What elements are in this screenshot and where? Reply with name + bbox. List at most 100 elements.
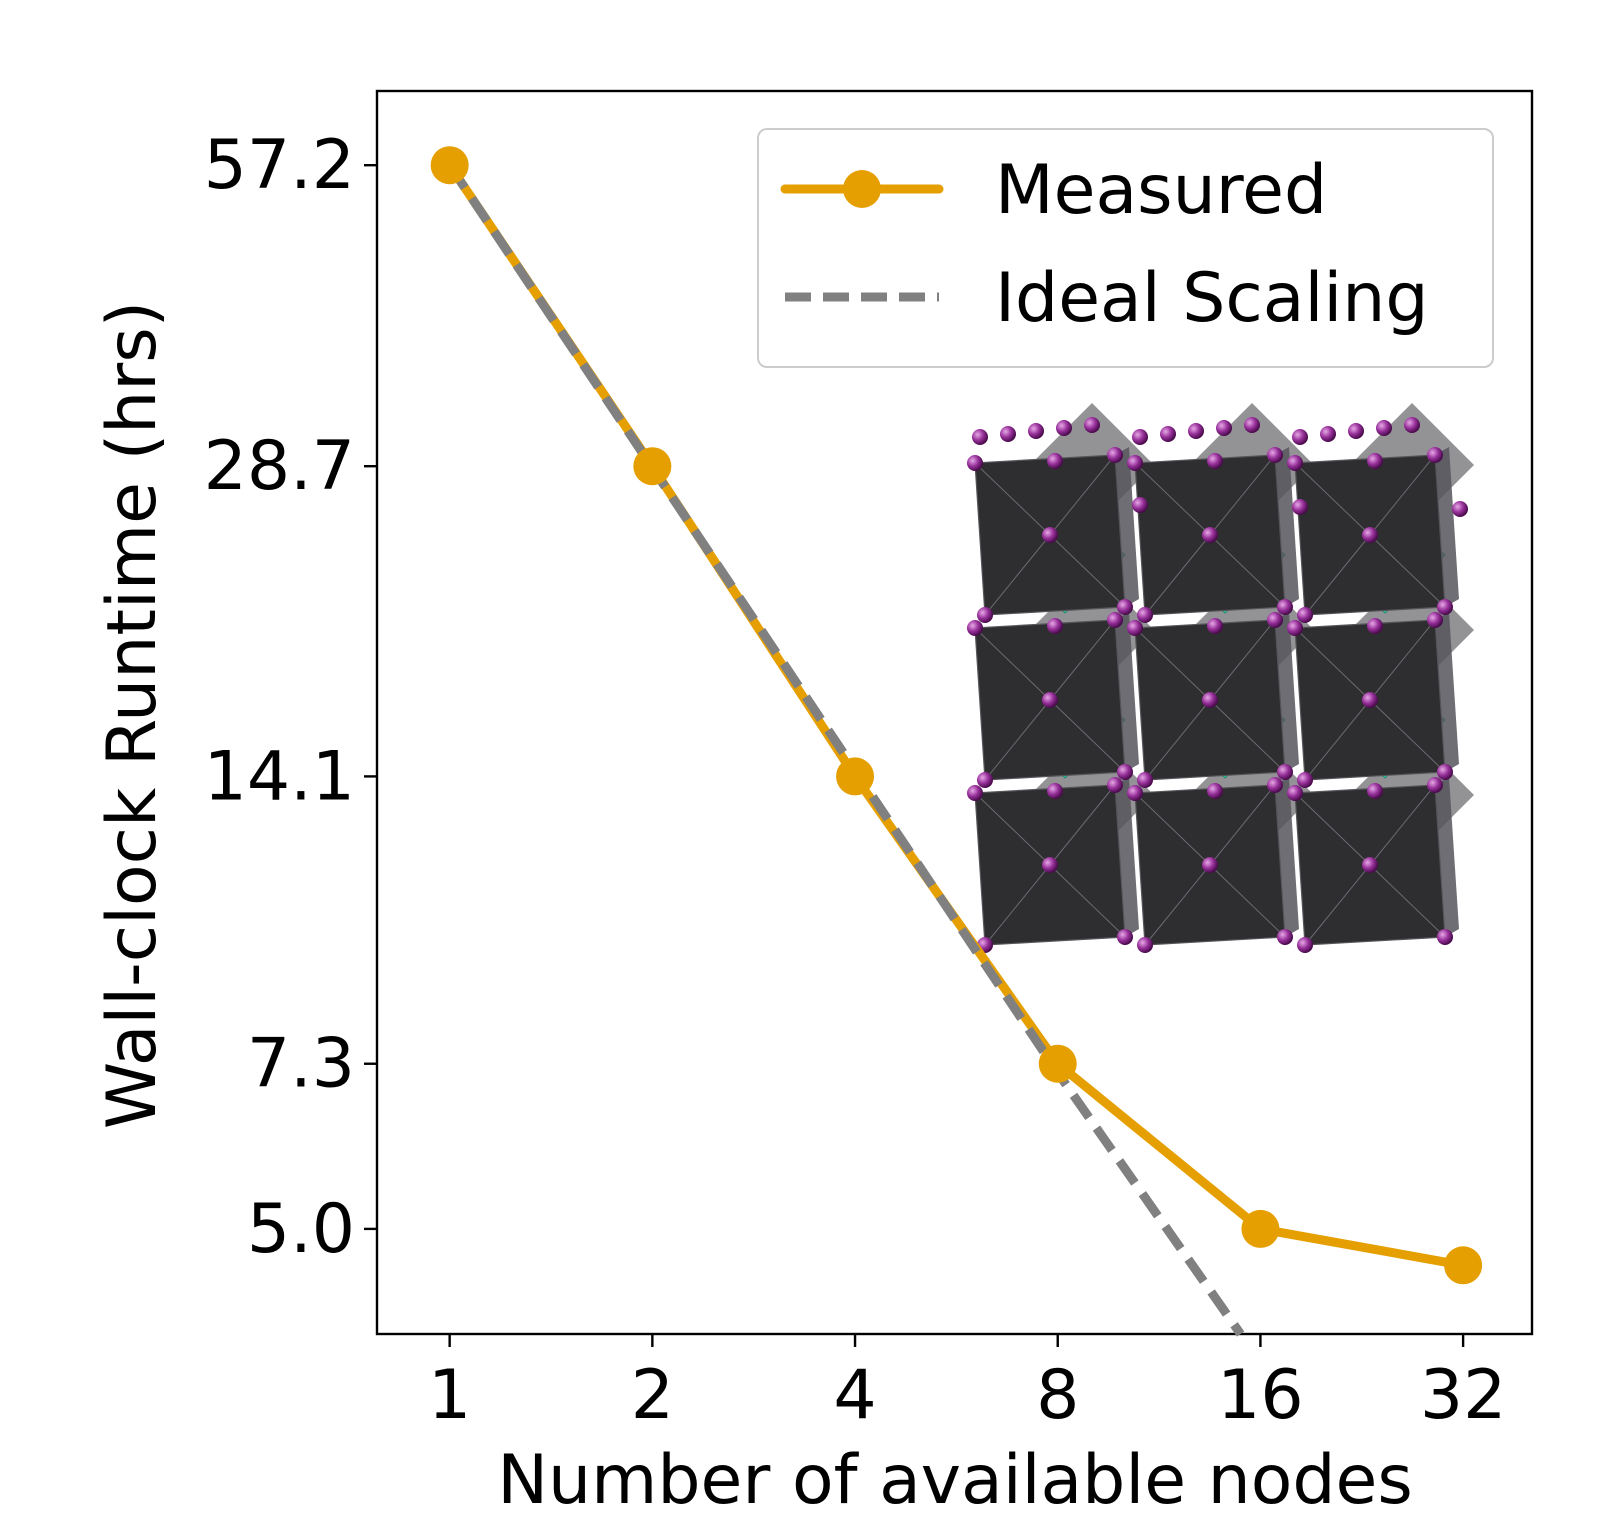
octahedron-side xyxy=(1115,612,1139,772)
measured-point xyxy=(1444,1246,1483,1285)
anion-atom xyxy=(1084,417,1100,433)
y-tick-label: 28.7 xyxy=(204,427,355,506)
anion-atom xyxy=(967,455,983,471)
anion-atom xyxy=(1287,785,1303,801)
anion-atom xyxy=(1437,599,1453,615)
anion-atom xyxy=(1117,929,1133,945)
anion-atom xyxy=(1056,420,1072,436)
y-axis-ticks: 57.2 28.7 14.1 7.3 5.0 xyxy=(204,126,377,1269)
anion-atom xyxy=(1207,453,1223,469)
anion-atom xyxy=(1277,764,1293,780)
anion-atom xyxy=(1042,527,1058,543)
anion-atom xyxy=(1117,599,1133,615)
measured-point xyxy=(633,447,672,486)
anion-atom xyxy=(977,607,993,623)
anion-atom xyxy=(1107,777,1123,793)
anion-atom xyxy=(1267,777,1283,793)
octahedron-side xyxy=(1275,447,1299,607)
anion-atom xyxy=(1277,929,1293,945)
anion-atom xyxy=(1188,423,1204,439)
y-axis-label: Wall-clock Runtime (hrs) xyxy=(93,301,172,1129)
legend-ideal-label: Ideal Scaling xyxy=(995,259,1429,338)
measured-point xyxy=(430,146,469,185)
anion-atom xyxy=(972,429,988,445)
x-tick-label: 8 xyxy=(1036,1356,1079,1435)
anion-atom xyxy=(977,772,993,788)
anion-atom xyxy=(1117,764,1133,780)
anion-atom xyxy=(1127,455,1143,471)
anion-atom xyxy=(1047,453,1063,469)
anion-atom xyxy=(1028,423,1044,439)
anion-atom xyxy=(1376,420,1392,436)
anion-atom xyxy=(1000,426,1016,442)
anion-atom xyxy=(967,620,983,636)
legend-measured-marker xyxy=(843,170,881,208)
octahedron-side xyxy=(1435,447,1459,607)
octahedron-side xyxy=(1435,612,1459,772)
anion-atom xyxy=(1277,599,1293,615)
anion-atom xyxy=(1244,417,1260,433)
anion-atom xyxy=(1452,501,1468,517)
anion-atom xyxy=(1437,929,1453,945)
x-tick-label: 32 xyxy=(1420,1356,1507,1435)
anion-atom xyxy=(1362,527,1378,543)
anion-atom xyxy=(1127,785,1143,801)
legend-measured-label: Measured xyxy=(995,151,1327,230)
anion-atom xyxy=(1362,857,1378,873)
anion-atom xyxy=(1348,423,1364,439)
x-tick-label: 4 xyxy=(833,1356,876,1435)
anion-atom xyxy=(1207,618,1223,634)
anion-atom xyxy=(1287,620,1303,636)
anion-atom xyxy=(1207,783,1223,799)
anion-atom xyxy=(1042,692,1058,708)
anion-atom xyxy=(1202,857,1218,873)
anion-atom xyxy=(1267,447,1283,463)
x-tick-label: 16 xyxy=(1217,1356,1304,1435)
anion-atom xyxy=(1404,417,1420,433)
anion-atom xyxy=(1137,607,1153,623)
anion-atom xyxy=(1297,607,1313,623)
anion-atom xyxy=(1427,777,1443,793)
octahedron-side xyxy=(1275,612,1299,772)
x-axis-label: Number of available nodes xyxy=(497,1441,1413,1520)
y-tick-label: 7.3 xyxy=(247,1025,355,1104)
y-tick-label: 57.2 xyxy=(204,126,355,205)
plot-area-frame xyxy=(375,89,1534,1336)
x-tick-label: 1 xyxy=(428,1356,471,1435)
y-tick-label: 14.1 xyxy=(204,737,355,816)
anion-atom xyxy=(1292,429,1308,445)
anion-atom xyxy=(1297,772,1313,788)
anion-atom xyxy=(1437,764,1453,780)
anion-atom xyxy=(1107,447,1123,463)
octahedron-side xyxy=(1275,777,1299,937)
series-layer xyxy=(430,146,1483,1337)
measured-point xyxy=(1038,1044,1077,1083)
measured-point xyxy=(836,757,875,796)
anion-atom xyxy=(1127,620,1143,636)
anion-atom xyxy=(1202,692,1218,708)
anion-atom xyxy=(1292,499,1308,515)
anion-atom xyxy=(1047,783,1063,799)
anion-atom xyxy=(1320,426,1336,442)
x-axis-ticks: 1 2 4 8 16 32 xyxy=(428,1334,1506,1435)
y-tick-label: 5.0 xyxy=(247,1190,355,1269)
anion-atom xyxy=(1287,455,1303,471)
anion-atom xyxy=(1132,429,1148,445)
anion-atom xyxy=(967,785,983,801)
octahedron-side xyxy=(1115,777,1139,937)
anion-atom xyxy=(1137,937,1153,953)
anion-atom xyxy=(1297,937,1313,953)
measured-point xyxy=(1241,1209,1280,1248)
octahedron-side xyxy=(1115,447,1139,607)
octahedron-side xyxy=(1435,777,1459,937)
anion-atom xyxy=(1367,618,1383,634)
anion-atom xyxy=(1267,612,1283,628)
anion-atom xyxy=(1427,612,1443,628)
legend: Measured Ideal Scaling xyxy=(757,128,1494,368)
anion-atom xyxy=(1047,618,1063,634)
anion-atom xyxy=(1216,420,1232,436)
anion-atom xyxy=(1367,783,1383,799)
anion-atom xyxy=(1132,497,1148,513)
anion-atom xyxy=(1367,453,1383,469)
